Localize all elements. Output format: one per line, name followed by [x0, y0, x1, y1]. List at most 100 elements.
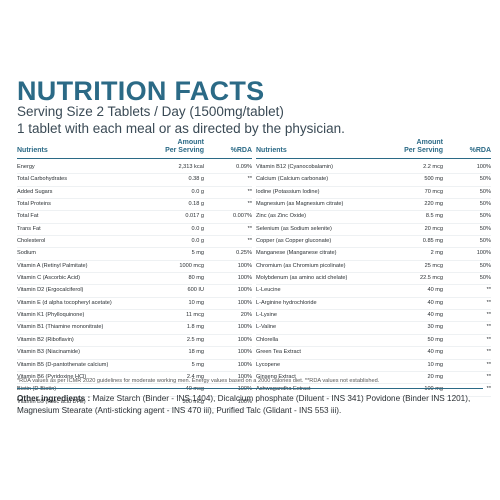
nutrient-amount: 20 mg	[427, 373, 443, 380]
other-ingredients: Other ingredients : Maize Starch (Binder…	[17, 393, 485, 417]
nutrient-amount: 1.8 mg	[186, 324, 204, 331]
nutrient-amount: 1000 mcg	[179, 262, 204, 269]
nutrient-rda: 0.25%	[236, 250, 252, 257]
nutrient-amount: 40 mg	[427, 287, 443, 294]
nutrient-rda: 100%	[237, 275, 252, 282]
nutrient-rda: 20%	[240, 312, 252, 319]
table-row: Calcium (Calcium carbonate) 500 mg 50%	[256, 174, 491, 187]
nutrient-name: Vitamin B6 (Pyridoxine HCl)	[17, 373, 87, 380]
table-row: Vitamin B2 (Riboflavin) 2.5 mg 100%	[17, 335, 252, 348]
nutrient-name: Cholesterol	[17, 238, 46, 245]
nutrient-rda: **	[247, 188, 252, 195]
rda-footnote: *RDA values as per ICMR 2020 guidelines …	[17, 378, 380, 384]
nutrient-name: Green Tea Extract	[256, 349, 301, 356]
nutrient-amount: 40 mg	[427, 349, 443, 356]
nutrient-rda: 100%	[237, 262, 252, 269]
nutrient-name: Total Carbohydrates	[17, 176, 68, 183]
nutrient-rda: **	[486, 299, 491, 306]
nutrient-name: Ginseng Extract	[256, 373, 296, 380]
table-body: Vitamin B12 (Cyanocobalamin) 2.2 mcg 100% C…	[256, 162, 491, 397]
nutrient-amount: 10 mg	[188, 299, 204, 306]
nutrient-name: L-Lysine	[256, 312, 277, 319]
nutrient-amount: 80 mg	[188, 275, 204, 282]
header-amount: Amount Per Serving	[165, 139, 204, 154]
nutrient-amount: 2 mg	[430, 250, 443, 257]
table-row: Vitamin B1 (Thiamine mononitrate) 1.8 mg 1…	[17, 322, 252, 335]
table-row: Ginseng Extract 20 mg **	[256, 372, 491, 385]
nutrient-name: Molybdenum (as amino acid chelate)	[256, 275, 348, 282]
nutrient-name: Vitamin B12 (Cyanocobalamin)	[256, 164, 334, 170]
nutrient-rda: 0.007%	[233, 213, 252, 220]
table-header: Nutrients Amount Per Serving %RDA	[256, 138, 491, 159]
nutrient-rda: 100%	[237, 361, 252, 368]
nutrient-rda: **	[247, 176, 252, 183]
nutrient-name: L-Arginine hydrochloride	[256, 299, 317, 306]
nutrient-amount: 18 mg	[188, 349, 204, 356]
other-ingredients-label: Other ingredients :	[17, 394, 91, 403]
header-rda: %RDA	[469, 147, 491, 154]
nutrient-name: Vitamin K1 (Phylloquinone)	[17, 312, 85, 319]
table-row: Vitamin E (d alpha tocopheryl acetate) 10…	[17, 298, 252, 311]
nutrient-rda: 100%	[476, 164, 491, 170]
nutrient-name: Vitamin B3 (Niacinamide)	[17, 349, 81, 356]
nutrient-name: Iodine (Potassium Iodine)	[256, 188, 320, 195]
nutrient-rda: **	[247, 225, 252, 232]
nutrient-rda: 100%	[237, 336, 252, 343]
nutrient-name: Total Fat	[17, 213, 39, 220]
nutrient-rda: 50%	[479, 225, 491, 232]
table-row: Added Sugars 0.0 g **	[17, 187, 252, 200]
nutrient-amount: 40 mcg	[185, 386, 204, 393]
nutrient-rda: 50%	[479, 275, 491, 282]
nutrient-rda: 50%	[479, 201, 491, 208]
nutrient-rda: 50%	[479, 238, 491, 245]
nutrient-amount: 10 mg	[427, 361, 443, 368]
nutrient-amount: 70 mcg	[424, 188, 443, 195]
nutrient-amount: 0.18 g	[188, 201, 204, 208]
nutrient-name: Total Proteins	[17, 201, 51, 208]
nutrient-name: Vitamin D2 (Ergocalciferol)	[17, 287, 84, 294]
nutrient-amount: 2.5 mg	[186, 336, 204, 343]
nutrient-amount: 600 IU	[187, 287, 204, 294]
nutrient-rda: **	[486, 373, 491, 380]
nutrient-amount: 100 mg	[424, 386, 443, 393]
nutrient-amount: 0.0 g	[191, 188, 204, 195]
nutrient-amount: 22.5 mcg	[419, 275, 443, 282]
nutrient-name: Biotin (D-Biotin)	[17, 386, 57, 393]
nutrient-name: Copper (as Copper gluconate)	[256, 238, 332, 245]
header-rda: %RDA	[230, 147, 252, 154]
nutrients-table-right: Nutrients Amount Per Serving %RDA Vitami…	[256, 138, 491, 397]
header-amount: Amount Per Serving	[404, 139, 443, 154]
divider	[17, 388, 483, 389]
nutrient-rda: 50%	[479, 176, 491, 183]
nutrient-rda: 100%	[237, 287, 252, 294]
nutrient-name: Chromium (as Chromium picolinate)	[256, 262, 346, 269]
nutrient-amount: 40 mg	[427, 312, 443, 319]
nutrient-name: Vitamin C (Ascorbic Acid)	[17, 275, 81, 282]
nutrient-name: Vitamin A (Retinyl Palmitate)	[17, 262, 88, 269]
nutrient-name: Zinc (as Zinc Oxide)	[256, 213, 307, 220]
nutrient-amount: 2.2 mcg	[423, 164, 443, 170]
nutrient-amount: 0.38 g	[188, 176, 204, 183]
nutrient-rda: **	[486, 324, 491, 331]
nutrient-rda: 100%	[237, 349, 252, 356]
nutrient-name: Vitamin B9 (Folic acid DFE)	[17, 398, 86, 405]
table-row: Vitamin C (Ascorbic Acid) 80 mg 100%	[17, 273, 252, 286]
table-row: Vitamin A (Retinyl Palmitate) 1000 mcg 100…	[17, 261, 252, 274]
nutrient-amount: 2.4 mg	[186, 373, 204, 380]
nutrient-rda: **	[486, 312, 491, 319]
page-title: NUTRITION FACTS	[17, 76, 265, 106]
table-row: Chlorella 50 mg **	[256, 335, 491, 348]
nutrient-rda: 100%	[237, 324, 252, 331]
nutrient-name: Selenium (as Sodium selenite)	[256, 225, 332, 232]
table-header: Nutrients Amount Per Serving %RDA	[17, 138, 252, 159]
nutrient-rda: **	[486, 336, 491, 343]
nutrient-rda: 100%	[476, 250, 491, 257]
table-body: Energy 2,313 kcal 0.09% Total Carbohydrates…	[17, 162, 252, 409]
nutrient-amount: 5 mg	[191, 250, 204, 257]
nutrient-amount: 50 mg	[427, 336, 443, 343]
table-row: Chromium (as Chromium picolinate) 25 mcg 5…	[256, 261, 491, 274]
nutrient-rda: 100%	[237, 398, 252, 405]
nutrient-rda: **	[486, 349, 491, 356]
nutrient-amount: 11 mcg	[186, 312, 204, 319]
nutrient-amount: 0.017 g	[185, 213, 204, 220]
